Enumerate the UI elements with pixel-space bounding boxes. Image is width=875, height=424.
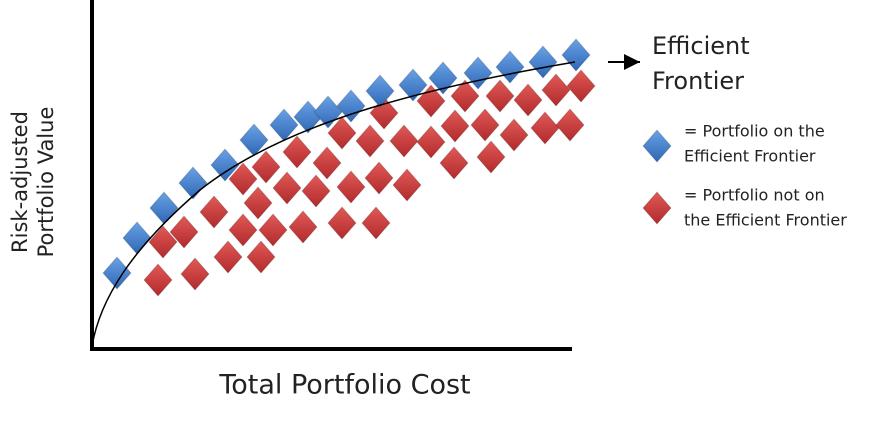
efficient-portfolio <box>398 68 428 102</box>
inefficient-portfolio <box>272 171 302 205</box>
x-axis-label: Total Portfolio Cost <box>218 370 470 401</box>
inefficient-portfolio <box>169 215 199 249</box>
efficient-portfolio <box>365 74 395 108</box>
legend-swatch <box>642 191 672 225</box>
inefficient-portfolio <box>369 96 399 130</box>
inefficient-portfolio <box>476 140 506 174</box>
inefficient-portfolio <box>513 83 543 117</box>
inefficient-portfolio <box>470 108 500 142</box>
inefficient-portfolio <box>450 79 480 113</box>
inefficient-portfolio <box>288 210 318 244</box>
legend-text: = Portfolio not on <box>684 186 825 205</box>
inefficient-portfolio <box>327 116 357 150</box>
inefficient-portfolio <box>312 146 342 180</box>
inefficient-portfolio <box>439 146 469 180</box>
inefficient-portfolio <box>251 150 281 184</box>
legend-swatch <box>642 129 672 163</box>
inefficient-portfolio <box>148 225 178 259</box>
inefficient-portfolio <box>301 174 331 208</box>
inefficient-portfolio <box>143 263 173 297</box>
efficient-portfolio <box>336 89 366 123</box>
legend-text: the Efficient Frontier <box>684 211 847 230</box>
efficient-portfolio <box>210 148 240 182</box>
inefficient-portfolio <box>530 111 560 145</box>
annotation: Frontier <box>652 67 744 95</box>
inefficient-portfolio <box>228 162 258 196</box>
y-axis-label-line: Risk-adjusted <box>8 111 32 253</box>
efficient-portfolio <box>561 38 591 72</box>
efficient-portfolio <box>528 45 558 79</box>
efficient-portfolio <box>495 50 525 84</box>
efficient-portfolio <box>102 256 132 290</box>
inefficient-portfolio <box>199 195 229 229</box>
inefficient-portfolio <box>213 240 243 274</box>
legend-text: = Portfolio on the <box>684 122 825 141</box>
inefficient-portfolio <box>389 124 419 158</box>
efficient-portfolio <box>149 191 179 225</box>
inefficient-portfolio <box>416 125 446 159</box>
inefficient-portfolio <box>336 170 366 204</box>
inefficient-portfolio <box>499 118 529 152</box>
inefficient-portfolio <box>440 109 470 143</box>
inefficient-portfolio <box>282 135 312 169</box>
inefficient-portfolio <box>566 69 596 103</box>
efficient-portfolio <box>428 61 458 95</box>
inefficient-portfolio <box>355 124 385 158</box>
inefficient-portfolio <box>541 73 571 107</box>
inefficient-portfolio <box>392 168 422 202</box>
portfolios <box>102 38 596 297</box>
inefficient-portfolio <box>364 161 394 195</box>
annotation: Efficient <box>652 32 750 60</box>
inefficient-portfolio <box>180 257 210 291</box>
inefficient-portfolio <box>327 206 357 240</box>
inefficient-portfolio <box>246 240 276 274</box>
inefficient-portfolio <box>555 108 585 142</box>
efficient-portfolio <box>178 166 208 200</box>
frontier-curve <box>91 61 576 347</box>
y-axis-label: Risk-adjusted Portfolio Value <box>8 107 58 258</box>
legend-text: Efficient Frontier <box>684 147 816 166</box>
y-axis-label-line: Portfolio Value <box>34 107 58 258</box>
inefficient-portfolio <box>258 213 288 247</box>
inefficient-portfolio <box>228 213 258 247</box>
efficient-portfolio <box>463 56 493 90</box>
efficient-portfolio <box>239 123 269 157</box>
inefficient-portfolio <box>361 206 391 240</box>
inefficient-portfolio <box>243 186 273 220</box>
inefficient-portfolio <box>485 79 515 113</box>
efficient-portfolio <box>122 221 152 255</box>
